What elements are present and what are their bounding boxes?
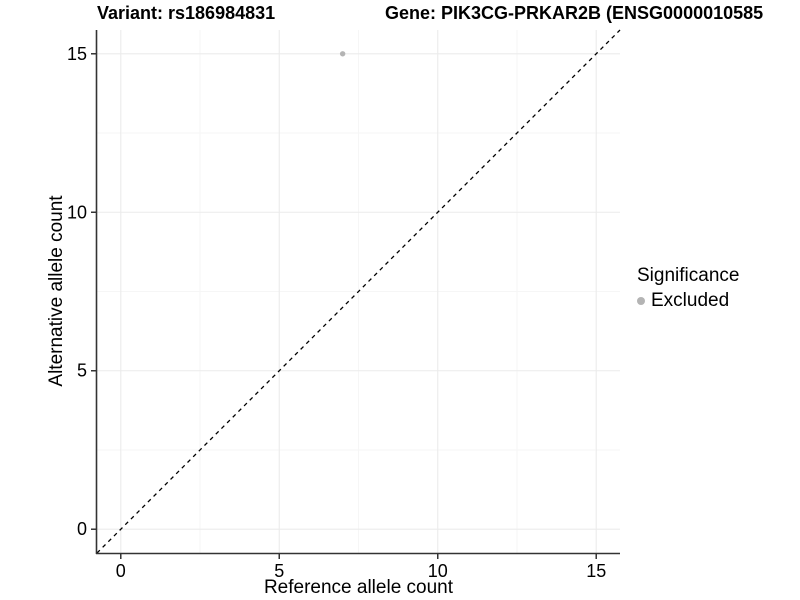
y-axis-title: Alternative allele count — [46, 195, 67, 387]
legend-title: Significance — [637, 265, 740, 286]
x-tick-label: 10 — [428, 561, 448, 581]
legend: Significance Excluded — [637, 265, 739, 312]
legend-point-icon — [637, 297, 645, 305]
plot-title-gene: Gene: PIK3CG-PRKAR2B (ENSG0000010585 — [385, 3, 764, 23]
plot-title-variant: Variant: rs186984831 — [97, 3, 276, 23]
diagonal-reference-line — [96, 29, 621, 554]
legend-item-label: Excluded — [651, 290, 730, 311]
legend-item-excluded: Excluded — [637, 290, 739, 312]
x-tick-label: 15 — [586, 561, 606, 581]
y-tick-label: 5 — [77, 361, 87, 381]
x-tick-label: 5 — [274, 561, 284, 581]
y-tick-label: 0 — [77, 519, 87, 539]
x-tick-label: 0 — [116, 561, 126, 581]
y-tick-label: 15 — [67, 44, 87, 64]
x-axis-title: Reference allele count — [263, 577, 454, 598]
y-tick-label: 10 — [67, 202, 87, 222]
data-point — [339, 51, 346, 57]
